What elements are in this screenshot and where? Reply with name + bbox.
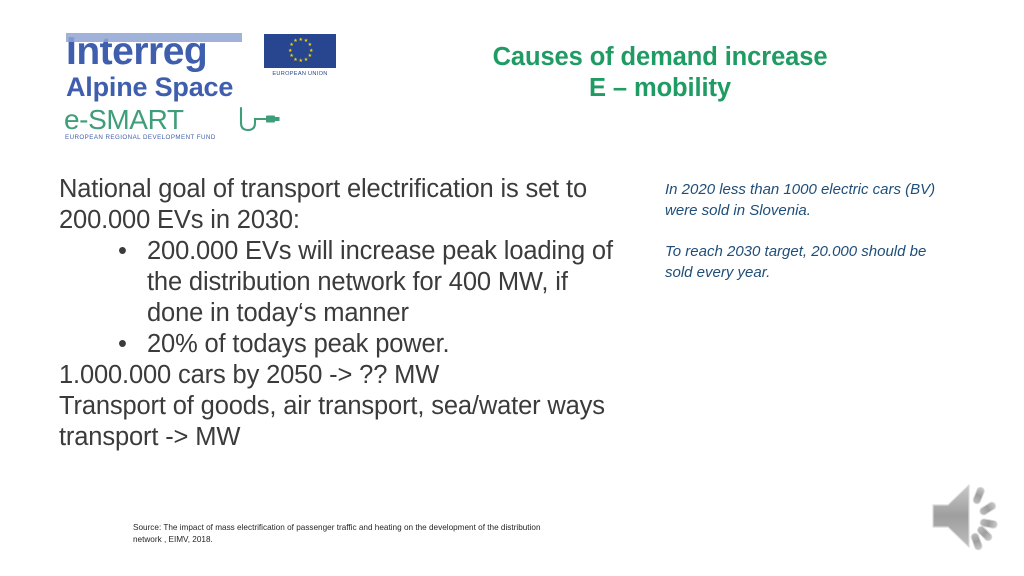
bullet-dot-icon: • bbox=[118, 329, 127, 358]
list-item-label: 200.000 EVs will increase peak loading o… bbox=[147, 236, 613, 327]
eu-star-icon: ★ bbox=[288, 47, 293, 54]
eu-star-icon: ★ bbox=[298, 58, 303, 64]
eu-star-icon: ★ bbox=[293, 56, 298, 63]
bullet-dot-icon: • bbox=[118, 236, 127, 265]
right-paragraph-1: In 2020 less than 1000 electric cars (BV… bbox=[665, 181, 936, 219]
list-item: • 20% of todays peak power. bbox=[59, 329, 619, 360]
intro-line-1: National goal of transport electrificati… bbox=[59, 175, 519, 203]
source-footnote-line-1: Source: The impact of mass electrificati… bbox=[133, 523, 402, 532]
slide-title: Causes of demand increase E – mobility bbox=[400, 42, 920, 104]
slide-title-line-1: Causes of demand increase bbox=[492, 43, 828, 71]
alpine-space-programme-label: Alpine Space bbox=[66, 72, 234, 102]
intro-line-2: set to 200.000 EVs in 2030: bbox=[59, 175, 587, 234]
intro-paragraph: National goal of transport electrificati… bbox=[59, 174, 619, 236]
interreg-wordmark: Interreg bbox=[66, 30, 242, 73]
eu-star-icon: ★ bbox=[293, 38, 298, 45]
eu-star-icon: ★ bbox=[303, 38, 309, 45]
source-footnote-line-2: on the development of the distribution n… bbox=[133, 523, 541, 544]
bullet-list: • 200.000 EVs will increase peak loading… bbox=[59, 236, 619, 360]
eu-star-icon: ★ bbox=[289, 52, 294, 59]
eu-star-icon: ★ bbox=[289, 42, 294, 49]
list-item-label: 20% of todays peak power. bbox=[147, 329, 450, 358]
eu-star-icon: ★ bbox=[298, 37, 303, 43]
eu-flag-caption: EUROPEAN UNION bbox=[272, 71, 328, 77]
closing-line-2: Transport of goods, air transport, sea/w… bbox=[59, 391, 605, 451]
main-content-right: In 2020 less than 1000 electric cars (BV… bbox=[665, 179, 945, 283]
esmart-project-label: e-SMART bbox=[64, 104, 184, 135]
eu-flag-icon: ★ ★ ★ ★ ★ ★ ★ ★ ★ ★ ★ ★ bbox=[264, 34, 336, 68]
european-union-emblem: ★ ★ ★ ★ ★ ★ ★ ★ ★ ★ ★ ★ EUROPEAN UNION bbox=[264, 34, 342, 77]
paragraph-spacer bbox=[665, 221, 945, 241]
interreg-wordmark-text: Interreg bbox=[66, 30, 208, 73]
eu-star-icon: ★ bbox=[309, 47, 314, 54]
speaker-volume-icon[interactable] bbox=[927, 477, 1015, 555]
list-item: • 200.000 EVs will increase peak loading… bbox=[59, 236, 619, 329]
closing-line-1: 1.000.000 cars by 2050 -> ?? MW bbox=[59, 360, 440, 389]
main-content-left: National goal of transport electrificati… bbox=[59, 174, 619, 453]
slide-title-line-2: E – mobility bbox=[589, 74, 731, 103]
eu-star-icon: ★ bbox=[303, 56, 309, 63]
power-plug-icon bbox=[239, 106, 280, 132]
erdf-fund-label: EUROPEAN REGIONAL DEVELOPMENT FUND bbox=[65, 134, 216, 141]
eu-star-icon: ★ bbox=[307, 52, 313, 59]
right-paragraph-2: To reach 2030 target, 20.000 should be s… bbox=[665, 243, 927, 281]
source-footnote: Source: The impact of mass electrificati… bbox=[133, 522, 553, 546]
eu-star-icon: ★ bbox=[307, 42, 313, 49]
